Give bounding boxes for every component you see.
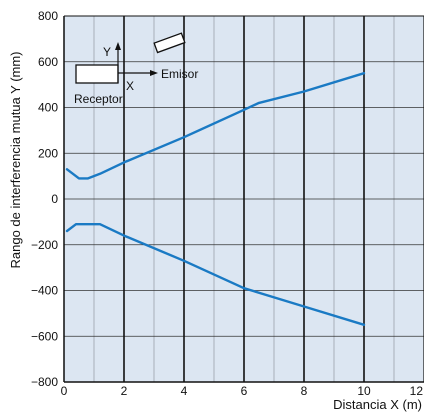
grid xyxy=(63,15,424,383)
x-tick-label: 8 xyxy=(301,384,308,398)
x-tick-label: 4 xyxy=(181,384,188,398)
x-tick-label: 0 xyxy=(61,384,68,398)
emitter-box xyxy=(153,32,186,54)
y-tick-label: −800 xyxy=(31,375,58,389)
inset-y-label: Y xyxy=(103,45,111,59)
x-tick-label: 10 xyxy=(357,384,371,398)
y-tick-label: 600 xyxy=(38,55,58,69)
y-tick-label: 200 xyxy=(38,146,58,160)
y-tick-label: −600 xyxy=(31,329,58,343)
series-line-2 xyxy=(65,223,366,326)
inset-x-label: X xyxy=(126,79,134,93)
y-tick-label: −200 xyxy=(31,238,58,252)
y-tick-label: 400 xyxy=(38,101,58,115)
x-arrow-head xyxy=(150,70,158,76)
x-tick-label: 2 xyxy=(121,384,128,398)
y-tick-label: 800 xyxy=(38,9,58,23)
inset-receiver-label: Receptor xyxy=(74,92,123,106)
inset-emitter-label: Emisor xyxy=(161,67,198,81)
sensor-diagram: Y X Emisor Receptor xyxy=(74,32,198,106)
tick-labels: −800 −600 −400 −200 0 200 400 600 800 0 2 4 6 8 10 12 xyxy=(31,9,423,398)
receiver-box xyxy=(75,64,119,84)
y-arrow-head xyxy=(115,42,121,50)
y-tick-label: 0 xyxy=(51,192,58,206)
x-axis-label: Distancia X (m) xyxy=(333,397,422,412)
x-tick-label: 12 xyxy=(410,384,424,398)
y-tick-label: −400 xyxy=(31,284,58,298)
x-tick-label: 6 xyxy=(241,384,248,398)
series-line-1 xyxy=(65,72,366,180)
y-axis-label: Rango de interferencia mutua Y (mm) xyxy=(8,51,23,268)
series-layer xyxy=(65,72,366,326)
